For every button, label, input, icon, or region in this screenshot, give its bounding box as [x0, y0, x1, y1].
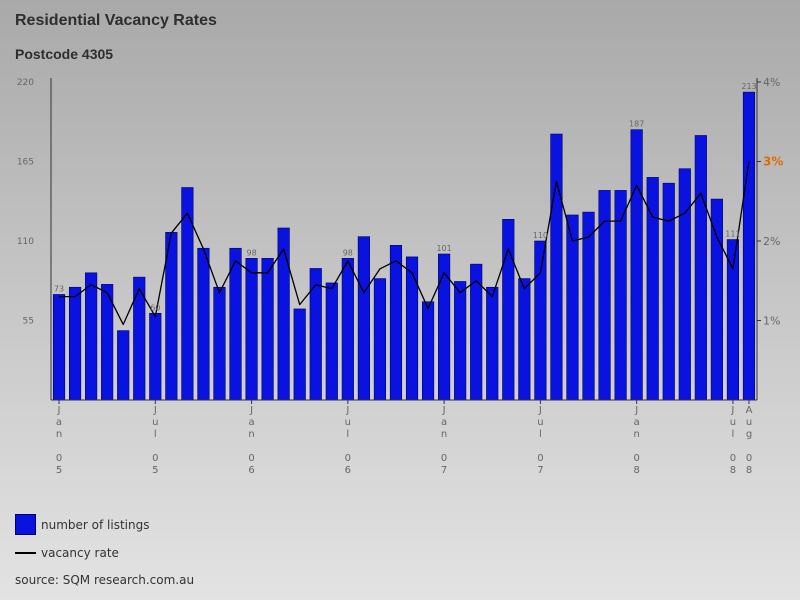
bar [197, 247, 210, 401]
bar [726, 239, 740, 401]
bar [630, 129, 643, 401]
bar-data-label: 98 [343, 248, 353, 257]
bar [486, 286, 499, 401]
bar [341, 258, 354, 401]
bar-data-label: 101 [436, 244, 451, 253]
bar [438, 253, 451, 401]
bar [614, 190, 627, 401]
y-tick-label-left: 110 [17, 237, 34, 247]
bar [421, 301, 435, 401]
bar [357, 236, 370, 401]
bar [454, 281, 467, 401]
bar [213, 286, 226, 401]
bar [710, 198, 723, 401]
bar [52, 294, 66, 401]
bar [389, 245, 403, 401]
bar [229, 247, 242, 401]
legend-swatch-bar [15, 514, 36, 535]
bar [149, 312, 162, 401]
legend-label-vacancy: vacancy rate [41, 546, 119, 560]
bar [662, 182, 675, 401]
bar [85, 272, 98, 401]
bar [694, 135, 707, 401]
bar [582, 211, 595, 401]
bar [550, 133, 563, 401]
legend-item-vacancy: vacancy rate [15, 546, 119, 560]
bar [309, 268, 322, 401]
bar [678, 168, 691, 401]
legend-label-listings: number of listings [41, 517, 150, 532]
bar [325, 282, 338, 401]
bar [68, 286, 82, 401]
y-tick-label-left: 55 [23, 317, 34, 327]
source-note: source: SQM research.com.au [15, 573, 195, 587]
bar [293, 308, 306, 401]
bar [646, 177, 659, 401]
bar [566, 214, 579, 401]
y-tick-label-left: 220 [17, 78, 34, 88]
y-tick-label-right: 1% [763, 315, 780, 328]
bar-data-label: 187 [629, 120, 644, 129]
bar-data-label: 73 [54, 285, 64, 294]
bar [405, 256, 419, 401]
chart-title: Residential Vacancy Rates [15, 12, 217, 29]
bar [742, 91, 756, 401]
bar [245, 258, 258, 401]
bar [277, 227, 290, 401]
bar [373, 278, 387, 401]
bar [502, 219, 515, 401]
y-tick-label-left: 165 [17, 158, 34, 168]
bar-data-label: 213 [741, 82, 756, 91]
bar [518, 278, 531, 401]
bar-data-label: 111 [725, 230, 740, 239]
bar-data-label: 98 [247, 248, 257, 257]
bar-data-label: 60 [150, 303, 160, 312]
bar [181, 187, 194, 401]
bar [261, 258, 274, 401]
bar-data-label: 110 [533, 231, 548, 240]
y-tick-label-right: 3% [763, 155, 783, 169]
vacancy-line [59, 161, 750, 326]
bar [117, 330, 130, 401]
chart-subtitle: Postcode 4305 [15, 46, 114, 62]
legend-item-listings: number of listings [15, 514, 149, 535]
y-tick-label-right: 2% [763, 235, 780, 248]
bar [534, 240, 547, 401]
y-tick-label-right: 4% [763, 76, 780, 89]
legend-swatch-line [15, 552, 36, 554]
